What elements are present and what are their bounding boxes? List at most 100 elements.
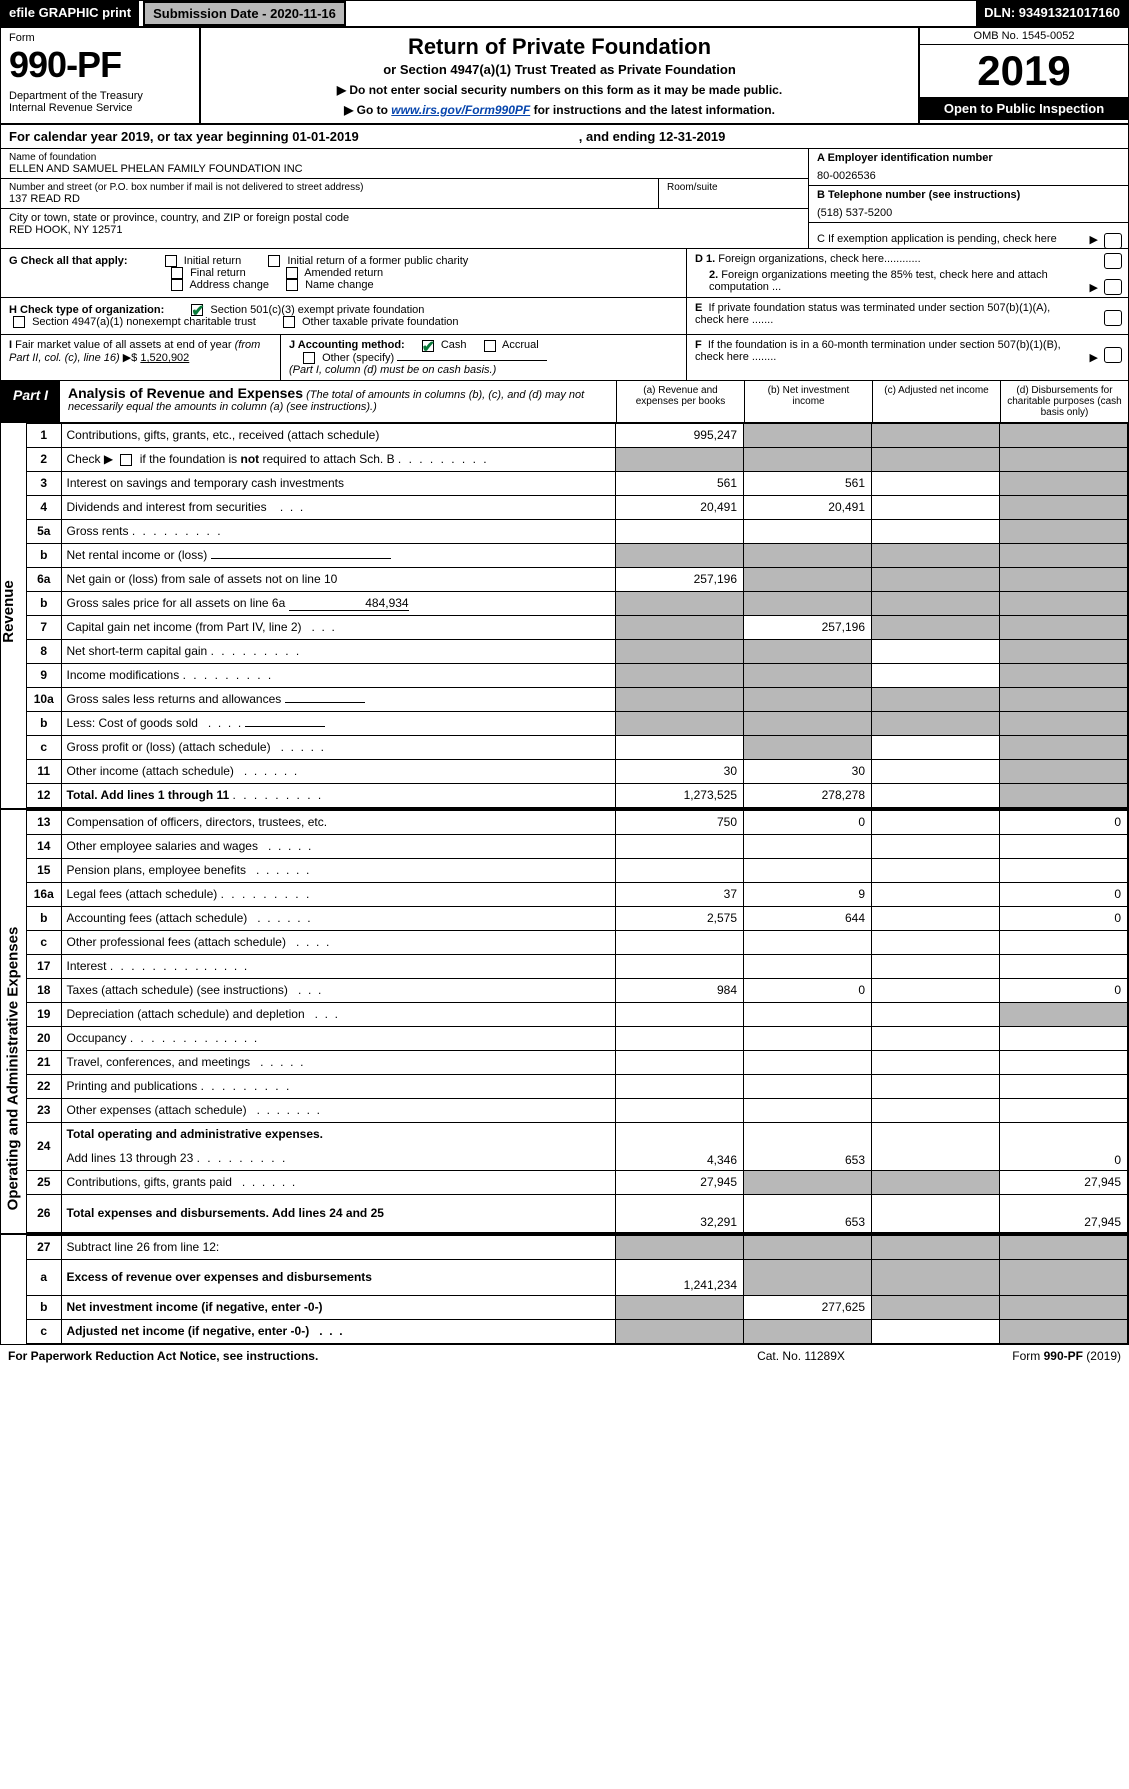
- cb-initial-former[interactable]: [268, 255, 280, 267]
- table-row: 19Depreciation (attach schedule) and dep…: [27, 1002, 1128, 1026]
- form-header: Form 990-PF Department of the Treasury I…: [1, 28, 1128, 125]
- table-row: 13Compensation of officers, directors, t…: [27, 810, 1128, 834]
- part1-tab: Part I: [1, 381, 60, 422]
- irs-link[interactable]: www.irs.gov/Form990PF: [391, 103, 530, 117]
- table-row: 2Check ▶ if the foundation is not requir…: [27, 447, 1128, 471]
- calendar-year-row: For calendar year 2019, or tax year begi…: [1, 125, 1128, 149]
- check-g-row: G Check all that apply: Initial return I…: [1, 249, 1128, 298]
- table-row: 27Subtract line 26 from line 12:: [27, 1235, 1128, 1259]
- foundation-name-cell: Name of foundation ELLEN AND SAMUEL PHEL…: [1, 149, 808, 179]
- cb-d2[interactable]: [1104, 279, 1122, 295]
- header-left: Form 990-PF Department of the Treasury I…: [1, 28, 201, 123]
- footer-catno: Cat. No. 11289X: [701, 1349, 901, 1363]
- table-row: cOther professional fees (attach schedul…: [27, 930, 1128, 954]
- table-row: bNet investment income (if negative, ent…: [27, 1295, 1128, 1319]
- header-right: OMB No. 1545-0052 2019 Open to Public In…: [918, 28, 1128, 123]
- cb-schb[interactable]: [120, 454, 132, 466]
- check-ij-row: I Fair market value of all assets at end…: [1, 335, 1128, 379]
- line27-section: 27Subtract line 26 from line 12: aExcess…: [1, 1233, 1128, 1344]
- efile-badge: efile GRAPHIC print: [1, 1, 139, 26]
- table-row: 6aNet gain or (loss) from sale of assets…: [27, 567, 1128, 591]
- table-row: 1Contributions, gifts, grants, etc., rec…: [27, 423, 1128, 447]
- cb-accrual[interactable]: [484, 340, 496, 352]
- revenue-section: Revenue 1Contributions, gifts, grants, e…: [1, 423, 1128, 808]
- cb-cash[interactable]: [422, 340, 434, 352]
- dept-label: Department of the Treasury Internal Reve…: [9, 90, 191, 114]
- table-row: cAdjusted net income (if negative, enter…: [27, 1319, 1128, 1343]
- table-row: 11Other income (attach schedule) . . . .…: [27, 759, 1128, 783]
- footer-formref: Form 990-PF (2019): [901, 1349, 1121, 1363]
- box-f-cell: F If the foundation is in a 60-month ter…: [686, 335, 1128, 379]
- table-row: 3Interest on savings and temporary cash …: [27, 471, 1128, 495]
- part1-header: Part I Analysis of Revenue and Expenses …: [1, 380, 1128, 423]
- form-title: Return of Private Foundation: [211, 34, 908, 60]
- table-row: 24Total operating and administrative exp…: [27, 1122, 1128, 1146]
- form-subtitle: or Section 4947(a)(1) Trust Treated as P…: [211, 62, 908, 77]
- footer-notice: For Paperwork Reduction Act Notice, see …: [8, 1349, 701, 1363]
- table-row: bLess: Cost of goods sold . . . .: [27, 711, 1128, 735]
- address-cell: Number and street (or P.O. box number if…: [1, 179, 658, 209]
- table-row: cGross profit or (loss) (attach schedule…: [27, 735, 1128, 759]
- submission-date: Submission Date - 2020-11-16: [143, 1, 346, 26]
- table-row: 10aGross sales less returns and allowanc…: [27, 687, 1128, 711]
- revenue-label: Revenue: [0, 580, 17, 643]
- table-row: 4Dividends and interest from securities …: [27, 495, 1128, 519]
- cb-amended[interactable]: [286, 267, 298, 279]
- form-word: Form: [9, 32, 191, 44]
- table-row: 5aGross rents: [27, 519, 1128, 543]
- cb-f[interactable]: [1104, 347, 1122, 363]
- table-row: 15Pension plans, employee benefits . . .…: [27, 858, 1128, 882]
- table-row: 9Income modifications: [27, 663, 1128, 687]
- tax-year: 2019: [920, 45, 1128, 97]
- table-row: 21Travel, conferences, and meetings . . …: [27, 1050, 1128, 1074]
- table-row: 20Occupancy . . . .: [27, 1026, 1128, 1050]
- revenue-table: 1Contributions, gifts, grants, etc., rec…: [27, 423, 1128, 808]
- exemption-pending-cell: C If exemption application is pending, c…: [809, 223, 1128, 248]
- info-section: Name of foundation ELLEN AND SAMUEL PHEL…: [1, 149, 1128, 249]
- table-row: 16aLegal fees (attach schedule) 3790: [27, 882, 1128, 906]
- table-row: 22Printing and publications: [27, 1074, 1128, 1098]
- note-1: ▶ Do not enter social security numbers o…: [211, 83, 908, 97]
- table-row: 17Interest . . . . .: [27, 954, 1128, 978]
- cb-other-tax[interactable]: [283, 316, 295, 328]
- accounting-method-cell: J Accounting method: Cash Accrual Other …: [281, 335, 686, 379]
- open-inspection: Open to Public Inspection: [920, 97, 1128, 120]
- box-c-checkbox[interactable]: [1104, 233, 1122, 249]
- col-a-header: (a) Revenue and expenses per books: [616, 381, 744, 422]
- cb-final[interactable]: [171, 267, 183, 279]
- line27-table: 27Subtract line 26 from line 12: aExcess…: [27, 1235, 1128, 1344]
- table-row: 25Contributions, gifts, grants paid . . …: [27, 1170, 1128, 1194]
- dln-badge: DLN: 93491321017160: [976, 1, 1128, 26]
- cb-address[interactable]: [171, 279, 183, 291]
- cb-501c3[interactable]: [191, 304, 203, 316]
- fmv-cell: I Fair market value of all assets at end…: [1, 335, 281, 379]
- cb-name[interactable]: [286, 279, 298, 291]
- check-h-row: H Check type of organization: Section 50…: [1, 298, 1128, 335]
- box-e-cell: E If private foundation status was termi…: [686, 298, 1128, 334]
- table-row: bAccounting fees (attach schedule) . . .…: [27, 906, 1128, 930]
- phone-cell: B Telephone number (see instructions) (5…: [809, 186, 1128, 223]
- table-row: 18Taxes (attach schedule) (see instructi…: [27, 978, 1128, 1002]
- cb-d1[interactable]: [1104, 253, 1122, 269]
- table-row: 23Other expenses (attach schedule) . . .…: [27, 1098, 1128, 1122]
- city-cell: City or town, state or province, country…: [1, 209, 808, 239]
- cb-e[interactable]: [1104, 310, 1122, 326]
- table-row: 26Total expenses and disbursements. Add …: [27, 1194, 1128, 1232]
- table-row: bNet rental income or (loss): [27, 543, 1128, 567]
- cb-4947[interactable]: [13, 316, 25, 328]
- col-d-header: (d) Disbursements for charitable purpose…: [1000, 381, 1128, 422]
- expenses-label: Operating and Administrative Expenses: [4, 926, 21, 1210]
- table-row: 12Total. Add lines 1 through 11 1,273,52…: [27, 783, 1128, 807]
- col-b-header: (b) Net investment income: [744, 381, 872, 422]
- box-d-cell: D 1. Foreign organizations, check here..…: [686, 249, 1128, 297]
- table-row: bGross sales price for all assets on lin…: [27, 591, 1128, 615]
- cb-initial[interactable]: [165, 255, 177, 267]
- expenses-section: Operating and Administrative Expenses 13…: [1, 808, 1128, 1233]
- ein-cell: A Employer identification number 80-0026…: [809, 149, 1128, 186]
- top-bar: efile GRAPHIC print Submission Date - 20…: [1, 1, 1128, 28]
- header-center: Return of Private Foundation or Section …: [201, 28, 918, 123]
- page-footer: For Paperwork Reduction Act Notice, see …: [0, 1345, 1129, 1367]
- room-cell: Room/suite: [658, 179, 808, 209]
- form-number: 990-PF: [9, 44, 191, 86]
- cb-other-method[interactable]: [303, 352, 315, 364]
